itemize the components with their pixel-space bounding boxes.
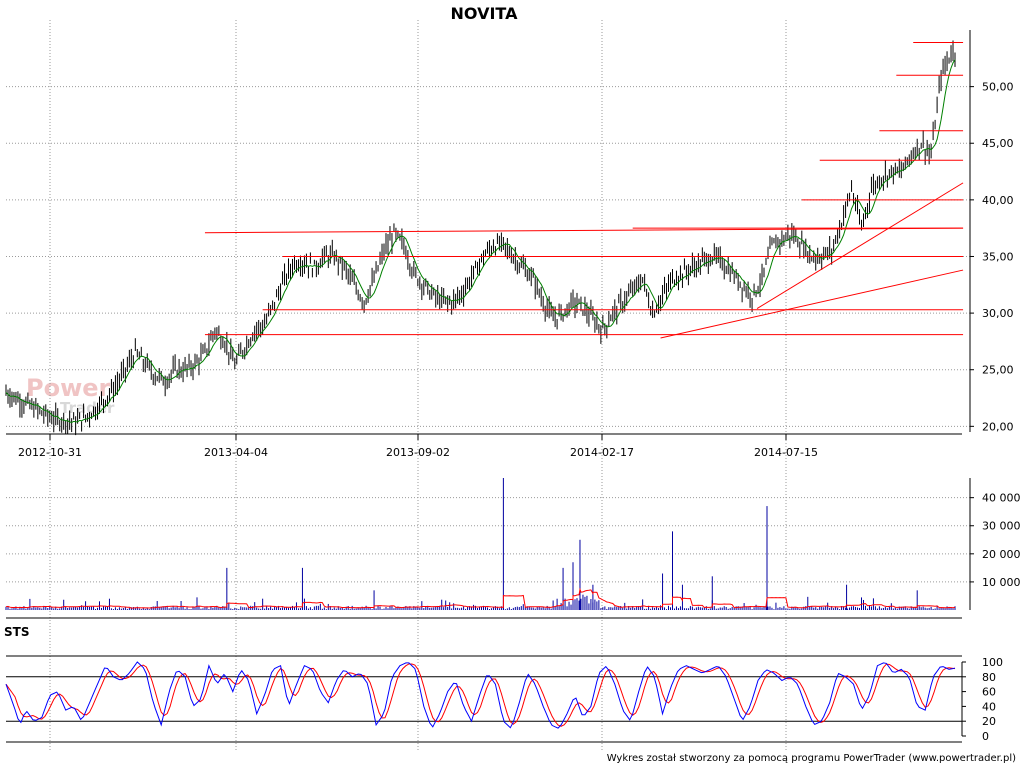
oscillator-tick-label: 0 — [982, 730, 989, 743]
volume-tick-label: 20 000 — [982, 548, 1021, 561]
watermark-power: Power — [26, 374, 111, 402]
x-tick-label: 2014-02-17 — [570, 446, 634, 459]
x-tick-label: 2014-07-15 — [754, 446, 818, 459]
trend-line — [660, 269, 964, 339]
y-tick-label: 20,00 — [982, 420, 1014, 433]
x-tick-label: 2012-10-31 — [18, 446, 82, 459]
moving-average-line — [5, 59, 956, 424]
trend-line — [204, 227, 964, 234]
oscillator-main-line — [5, 661, 956, 729]
y-tick-label: 35,00 — [982, 250, 1014, 263]
y-tick-label: 50,00 — [982, 81, 1014, 94]
volume-tick-label: 30 000 — [982, 520, 1021, 533]
oscillator-signal-line — [5, 663, 956, 727]
y-tick-label: 45,00 — [982, 137, 1014, 150]
chart-title: NOVITA — [451, 4, 519, 23]
oscillator-label: STS — [4, 625, 29, 639]
oscillator-tick-label: 40 — [982, 700, 996, 713]
volume-average-line — [5, 587, 956, 609]
y-tick-label: 25,00 — [982, 364, 1014, 377]
oscillator-tick-label: 60 — [982, 686, 996, 699]
x-tick-label: 2013-04-04 — [204, 446, 268, 459]
footer-credit: Wykres został stworzony za pomocą progra… — [607, 753, 1016, 764]
price-panel: 20,00 25,00 30,00 35,00 40,00 45,00 50,00 2012-… — [5, 20, 1014, 750]
volume-panel: 10 000 20 000 30 000 40 000 — [5, 478, 1021, 619]
volume-tick-label: 10 000 — [982, 576, 1021, 589]
oscillator-tick-label: 20 — [982, 715, 996, 728]
oscillator-tick-label: 80 — [982, 671, 996, 684]
trend-line — [756, 182, 964, 309]
y-tick-label: 40,00 — [982, 194, 1014, 207]
oscillator-tick-label: 100 — [982, 656, 1003, 669]
volume-tick-label: 40 000 — [982, 492, 1021, 505]
x-tick-label: 2013-09-02 — [386, 446, 450, 459]
y-tick-label: 30,00 — [982, 307, 1014, 320]
